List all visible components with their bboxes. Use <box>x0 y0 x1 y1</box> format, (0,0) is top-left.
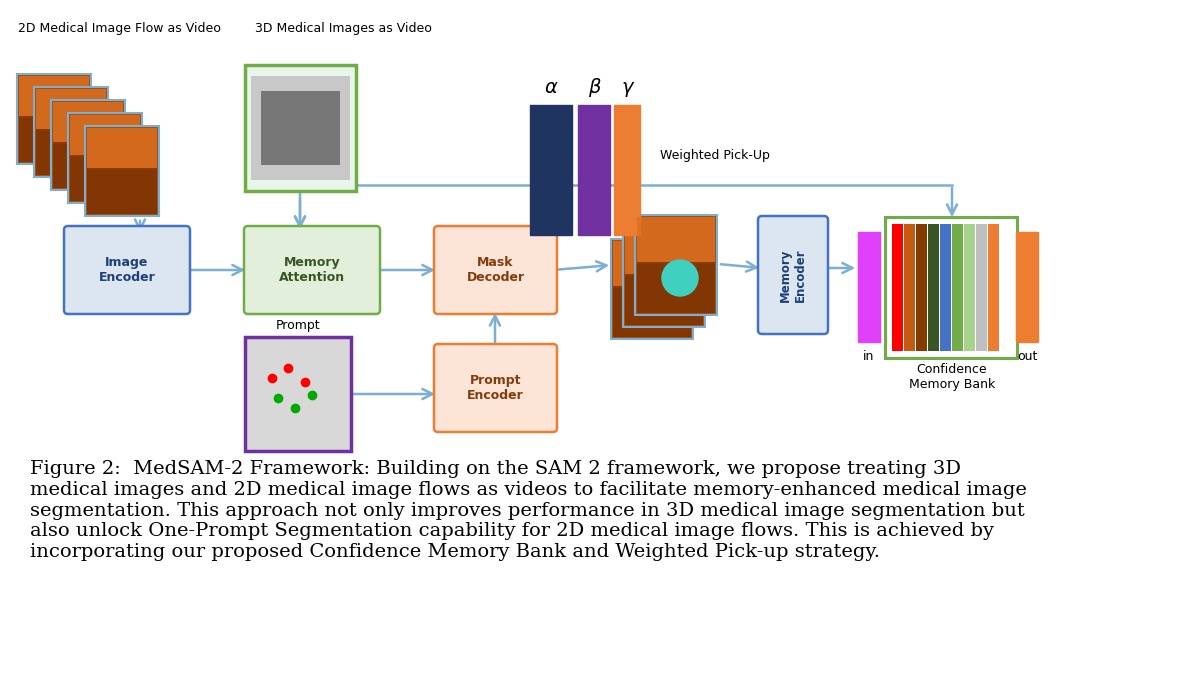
Text: Prompt
Encoder: Prompt Encoder <box>467 374 524 402</box>
FancyBboxPatch shape <box>245 337 352 451</box>
Text: Weighted Pick-Up: Weighted Pick-Up <box>660 149 770 162</box>
FancyBboxPatch shape <box>635 215 718 315</box>
FancyBboxPatch shape <box>88 128 157 170</box>
FancyBboxPatch shape <box>637 262 715 313</box>
Bar <box>530 105 572 235</box>
FancyBboxPatch shape <box>262 91 340 165</box>
FancyBboxPatch shape <box>434 226 557 314</box>
Text: Memory
Attention: Memory Attention <box>278 256 346 284</box>
FancyBboxPatch shape <box>70 155 140 201</box>
FancyBboxPatch shape <box>53 142 124 188</box>
Text: Prompt: Prompt <box>276 319 320 332</box>
Text: out: out <box>1016 350 1037 363</box>
Bar <box>940 224 952 351</box>
Bar <box>614 105 640 235</box>
FancyBboxPatch shape <box>64 226 190 314</box>
Text: Memory
Encoder: Memory Encoder <box>779 248 808 302</box>
Text: 3D Medical Images as Video: 3D Medical Images as Video <box>256 22 432 35</box>
FancyBboxPatch shape <box>19 76 89 118</box>
Text: in: in <box>863 350 875 363</box>
Bar <box>578 105 610 235</box>
FancyBboxPatch shape <box>245 65 356 191</box>
Text: β: β <box>588 78 600 97</box>
FancyBboxPatch shape <box>36 89 106 131</box>
FancyBboxPatch shape <box>53 102 124 144</box>
Text: α: α <box>545 78 558 97</box>
Text: Image
Encoder: Image Encoder <box>98 256 155 284</box>
FancyBboxPatch shape <box>613 241 691 288</box>
Bar <box>858 232 880 342</box>
Text: 2D Medical Image Flow as Video: 2D Medical Image Flow as Video <box>18 22 221 35</box>
FancyBboxPatch shape <box>70 115 140 157</box>
FancyBboxPatch shape <box>637 217 715 264</box>
Bar <box>1016 232 1038 342</box>
Bar <box>904 224 916 351</box>
FancyBboxPatch shape <box>613 286 691 337</box>
FancyBboxPatch shape <box>85 126 158 216</box>
Text: Figure 2:  MedSAM-2 Framework: Building on the SAM 2 framework, we propose treat: Figure 2: MedSAM-2 Framework: Building o… <box>30 460 1027 561</box>
FancyBboxPatch shape <box>36 129 106 175</box>
FancyBboxPatch shape <box>244 226 380 314</box>
FancyBboxPatch shape <box>625 274 703 325</box>
Bar <box>916 224 928 351</box>
FancyBboxPatch shape <box>68 113 142 203</box>
FancyBboxPatch shape <box>434 344 557 432</box>
Bar <box>976 224 986 351</box>
FancyBboxPatch shape <box>50 100 125 190</box>
FancyBboxPatch shape <box>34 87 108 177</box>
FancyBboxPatch shape <box>886 217 1018 358</box>
FancyBboxPatch shape <box>88 168 157 214</box>
FancyBboxPatch shape <box>251 76 350 180</box>
Bar <box>964 224 974 351</box>
FancyBboxPatch shape <box>17 74 91 164</box>
FancyBboxPatch shape <box>625 229 703 276</box>
FancyBboxPatch shape <box>758 216 828 334</box>
Text: γ: γ <box>622 78 632 97</box>
Circle shape <box>662 260 698 296</box>
Bar <box>952 224 964 351</box>
Text: Mask
Decoder: Mask Decoder <box>467 256 524 284</box>
Bar <box>892 224 904 351</box>
FancyBboxPatch shape <box>19 116 89 162</box>
FancyBboxPatch shape <box>623 227 706 327</box>
Bar <box>988 224 998 351</box>
Text: Confidence
Memory Bank: Confidence Memory Bank <box>908 363 995 391</box>
FancyBboxPatch shape <box>611 239 694 339</box>
Bar <box>928 224 940 351</box>
